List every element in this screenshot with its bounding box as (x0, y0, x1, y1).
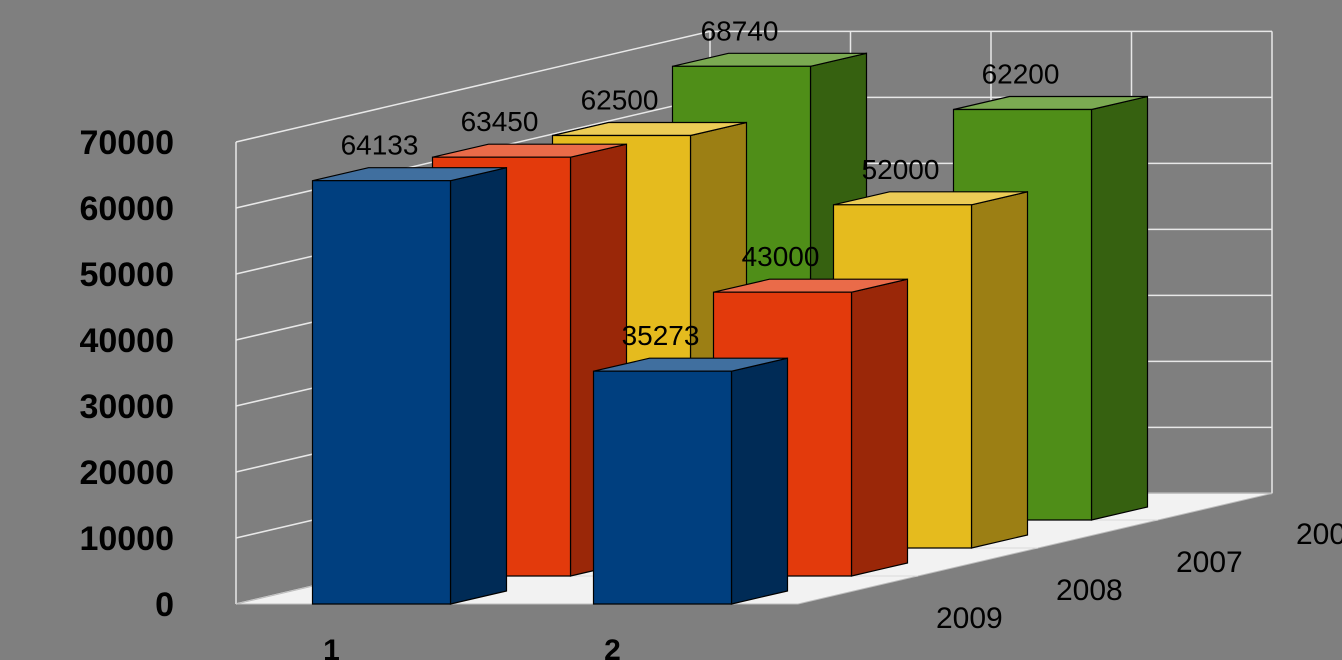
bar-side-face (1090, 95, 1149, 521)
data-label: 52000 (862, 154, 940, 185)
y-tick-label: 20000 (79, 454, 174, 492)
depth-tick-label: 2007 (1176, 546, 1243, 579)
x-tick-label: 2 (604, 634, 621, 660)
bar-front-face (592, 370, 733, 605)
chart-bars (311, 52, 1149, 605)
y-tick-label: 50000 (79, 256, 174, 294)
y-tick-label: 10000 (79, 520, 174, 558)
data-label: 68740 (701, 15, 779, 46)
bar (592, 357, 789, 605)
data-label: 64133 (341, 130, 419, 161)
data-label: 43000 (742, 241, 820, 272)
data-label: 62500 (581, 85, 659, 116)
y-tick-label: 0 (155, 586, 174, 624)
y-tick-label: 40000 (79, 322, 174, 360)
y-tick-label: 60000 (79, 190, 174, 228)
bar-side-face (970, 191, 1029, 549)
bar-side-face (730, 357, 789, 605)
y-tick-label: 30000 (79, 388, 174, 426)
bar (311, 166, 508, 605)
bar-side-face (850, 278, 909, 577)
x-tick-label: 1 (323, 634, 340, 660)
data-label: 62200 (982, 58, 1060, 89)
depth-tick-label: 2009 (936, 602, 1003, 635)
bar-side-face (449, 166, 508, 605)
data-label: 63450 (461, 106, 539, 137)
bar-front-face (311, 180, 452, 605)
depth-tick-label: 2008 (1056, 574, 1123, 607)
chart-labels: 0 10000 20000 30000 40000 50000 60000 70000 1 2 20… (79, 15, 1342, 660)
data-label: 35273 (622, 320, 700, 351)
y-tick-label: 70000 (79, 124, 174, 162)
